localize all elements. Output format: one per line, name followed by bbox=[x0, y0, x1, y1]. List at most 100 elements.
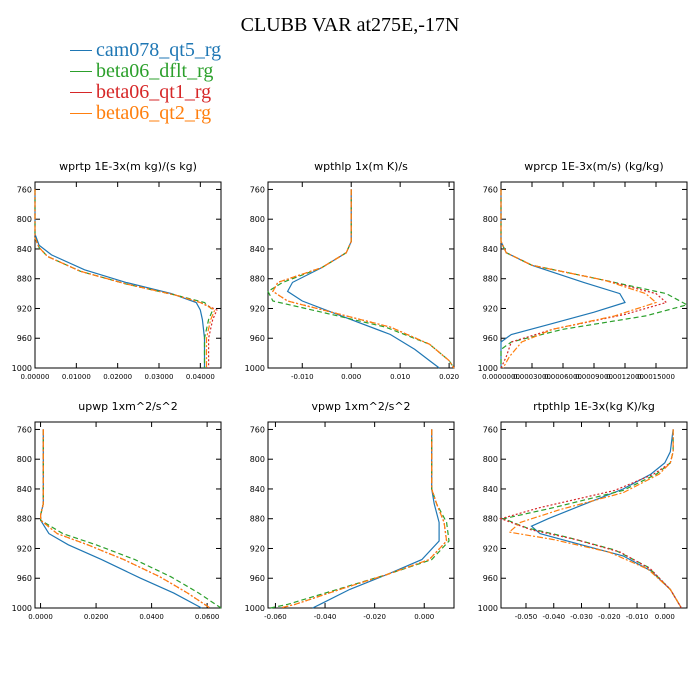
x-tick-label: -0.020 bbox=[598, 613, 621, 621]
legend-label: beta06_qt2_rg bbox=[96, 102, 212, 124]
y-tick-label: 760 bbox=[17, 425, 32, 434]
series-line bbox=[501, 429, 682, 609]
y-tick-label: 960 bbox=[483, 574, 498, 583]
x-tick-label: -0.010 bbox=[626, 613, 649, 621]
x-tick-label: -0.030 bbox=[570, 613, 593, 621]
panel-title: upwp 1xm^2/s^2 bbox=[78, 400, 178, 413]
legend-line-icon bbox=[70, 113, 92, 114]
y-tick-label: 1000 bbox=[245, 604, 265, 613]
y-tick-label: 920 bbox=[17, 304, 32, 313]
y-tick-label: 920 bbox=[250, 544, 265, 553]
y-tick-label: 800 bbox=[483, 455, 498, 464]
y-tick-label: 880 bbox=[250, 275, 265, 284]
x-tick-label: 0.0400 bbox=[139, 613, 164, 621]
series-line bbox=[272, 189, 455, 369]
y-tick-label: 1000 bbox=[12, 364, 32, 373]
y-tick-label: 960 bbox=[17, 334, 32, 343]
series-line bbox=[507, 429, 682, 609]
plot-frame bbox=[267, 181, 455, 369]
x-tick-label: 0.02000 bbox=[103, 373, 132, 381]
legend-item: beta06_qt2_rg bbox=[70, 103, 221, 124]
y-tick-label: 880 bbox=[250, 515, 265, 524]
series-line bbox=[270, 429, 450, 609]
plot-frame bbox=[267, 421, 455, 609]
y-tick-label: 880 bbox=[17, 275, 32, 284]
legend-item: beta06_dflt_rg bbox=[70, 61, 221, 82]
x-tick-label: 0.0000 bbox=[28, 613, 53, 621]
y-tick-label: 800 bbox=[17, 455, 32, 464]
y-tick-label: 800 bbox=[250, 215, 265, 224]
plot-frame bbox=[500, 181, 688, 369]
plot-frame bbox=[34, 181, 222, 369]
x-tick-label: -0.040 bbox=[314, 613, 337, 621]
y-tick-label: 960 bbox=[250, 574, 265, 583]
x-tick-label: 0.0006000 bbox=[544, 373, 582, 381]
panel-title: vpwp 1xm^2/s^2 bbox=[311, 400, 410, 413]
legend-label: beta06_qt1_rg bbox=[96, 81, 212, 103]
panel-title: rtpthlp 1E-3x(kg K)/kg bbox=[533, 400, 655, 413]
panel: upwp 1xm^2/s^2 760 800 840 880 920 960 10000.00… bbox=[12, 400, 222, 621]
series-line bbox=[39, 429, 222, 609]
series-line bbox=[286, 189, 440, 369]
legend-label: beta06_dflt_rg bbox=[96, 60, 214, 82]
x-tick-label: 0.000 bbox=[414, 613, 434, 621]
legend: cam078_qt5_rg beta06_dflt_rg beta06_qt1_… bbox=[70, 40, 221, 124]
x-tick-label: 0.010 bbox=[390, 373, 410, 381]
x-tick-label: -0.040 bbox=[542, 613, 565, 621]
x-tick-label: 0.0000000 bbox=[482, 373, 520, 381]
panel-title: wprtp 1E-3x(m kg)/(s kg) bbox=[59, 160, 197, 173]
legend-label: cam078_qt5_rg bbox=[96, 39, 222, 61]
panel: wprtp 1E-3x(m kg)/(s kg) 760 800 840 880 920 9… bbox=[12, 160, 222, 381]
y-tick-label: 800 bbox=[250, 455, 265, 464]
x-tick-label: 0.0003000 bbox=[513, 373, 551, 381]
y-tick-label: 960 bbox=[483, 334, 498, 343]
legend-item: beta06_qt1_rg bbox=[70, 82, 221, 103]
y-tick-label: 800 bbox=[17, 215, 32, 224]
y-tick-label: 920 bbox=[250, 304, 265, 313]
x-tick-label: 0.0600 bbox=[195, 613, 220, 621]
y-tick-label: 840 bbox=[17, 485, 32, 494]
y-tick-label: 760 bbox=[250, 185, 265, 194]
x-tick-label: 0.0200 bbox=[84, 613, 109, 621]
x-tick-label: 0.00000 bbox=[21, 373, 50, 381]
y-tick-label: 760 bbox=[250, 425, 265, 434]
y-tick-label: 760 bbox=[483, 425, 498, 434]
x-tick-label: 0.020 bbox=[439, 373, 459, 381]
y-tick-label: 1000 bbox=[245, 364, 265, 373]
legend-line-icon bbox=[70, 50, 92, 51]
y-tick-label: 880 bbox=[483, 275, 498, 284]
series-line bbox=[312, 429, 440, 609]
y-tick-label: 1000 bbox=[478, 604, 498, 613]
x-tick-label: 0.0012000 bbox=[606, 373, 644, 381]
y-tick-label: 960 bbox=[250, 334, 265, 343]
plot-frame bbox=[34, 421, 222, 609]
y-tick-label: 960 bbox=[17, 574, 32, 583]
y-tick-label: 920 bbox=[483, 304, 498, 313]
y-tick-label: 920 bbox=[17, 544, 32, 553]
x-tick-label: 0.0009000 bbox=[575, 373, 613, 381]
x-tick-label: 0.000 bbox=[341, 373, 361, 381]
x-tick-label: 0.0015000 bbox=[637, 373, 675, 381]
series-line bbox=[39, 429, 211, 609]
series-line bbox=[530, 429, 682, 609]
series-line bbox=[34, 189, 218, 368]
y-tick-label: 840 bbox=[483, 245, 498, 254]
x-tick-label: -0.060 bbox=[264, 613, 287, 621]
panel: rtpthlp 1E-3x(kg K)/kg 760 800 840 880 920 960… bbox=[478, 400, 688, 621]
y-tick-label: 800 bbox=[483, 215, 498, 224]
series-line bbox=[500, 189, 626, 368]
series-line bbox=[34, 189, 216, 368]
series-line bbox=[500, 189, 668, 369]
x-tick-label: 0.03000 bbox=[145, 373, 174, 381]
series-line bbox=[280, 429, 448, 609]
series-line bbox=[499, 429, 682, 609]
y-tick-label: 840 bbox=[250, 485, 265, 494]
y-tick-label: 840 bbox=[250, 245, 265, 254]
y-tick-label: 840 bbox=[483, 485, 498, 494]
y-tick-label: 1000 bbox=[478, 364, 498, 373]
panel-title: wpthlp 1x(m K)/s bbox=[314, 160, 408, 173]
panel: wprcp 1E-3x(m/s) (kg/kg) 760 800 840 880 920 9… bbox=[478, 160, 689, 381]
y-tick-label: 1000 bbox=[12, 604, 32, 613]
x-tick-label: -0.050 bbox=[515, 613, 538, 621]
